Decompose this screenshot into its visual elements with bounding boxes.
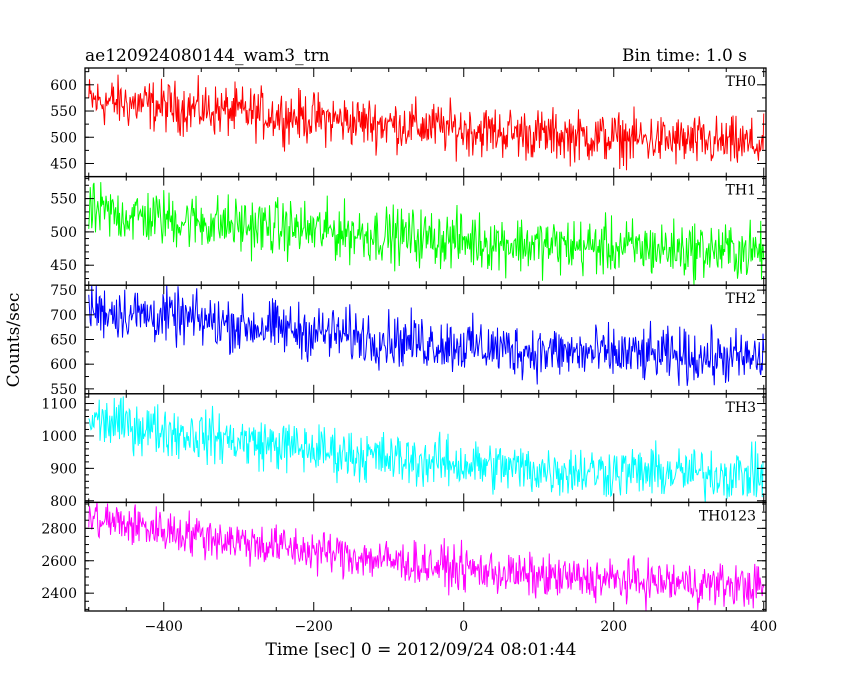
y-tick-label: 550 [50,104,77,120]
series-th0123 [88,502,765,611]
series-th1 [88,182,765,286]
y-tick-label: 600 [50,357,77,373]
bin-time-label: Bin time: 1.0 s [622,46,747,66]
y-tick-label: 500 [50,130,77,146]
chart-title: ae120924080144_wam3_trn [85,46,330,66]
panel-label-th1: TH1 [726,183,756,199]
y-tick-label: 700 [50,308,77,324]
panel-frame-th0123 [84,501,767,612]
y-tick-label: 900 [50,461,77,477]
y-tick-label: 1000 [41,429,77,445]
y-tick-label: 600 [50,78,77,94]
y-tick-label: 550 [50,192,77,208]
panel-label-th2: TH2 [726,291,756,307]
y-axis-label: Counts/sec [4,293,24,388]
x-tick-label: −200 [295,619,333,635]
x-axis-label: Time [sec] 0 = 2012/09/24 08:01:44 [266,640,577,660]
y-tick-label: 800 [50,494,77,510]
panels-group: TH0 450 500 550 600 TH1 450 500 550 TH2 550 600 650 7… [41,67,777,635]
series-th0 [88,74,765,171]
y-tick-label: 500 [50,225,77,241]
y-tick-label: 1100 [41,397,77,413]
y-tick-label: 550 [50,382,77,398]
y-tick-label: 450 [50,258,77,274]
y-tick-label: 650 [50,333,77,349]
x-tick-label: 0 [459,619,468,635]
panel-label-th0: TH0 [726,74,756,90]
y-tick-label: 2800 [41,521,77,537]
x-tick-label: 200 [600,619,627,635]
series-th3 [88,396,764,503]
panel-label-th3: TH3 [726,400,756,416]
y-tick-label: 750 [50,283,77,299]
y-tick-label: 450 [50,156,77,172]
x-tick-label: −400 [145,619,183,635]
series-th2 [88,285,765,386]
x-tick-label: 400 [750,619,777,635]
y-tick-label: 2600 [41,554,77,570]
panel-label-th0123: TH0123 [699,508,756,524]
y-tick-label: 2400 [41,586,77,602]
